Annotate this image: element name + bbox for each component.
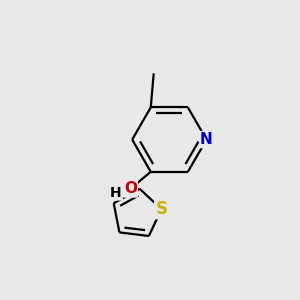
Text: S: S [155, 200, 167, 218]
Text: H: H [110, 185, 122, 200]
Text: N: N [200, 132, 213, 147]
Text: O: O [124, 182, 137, 196]
